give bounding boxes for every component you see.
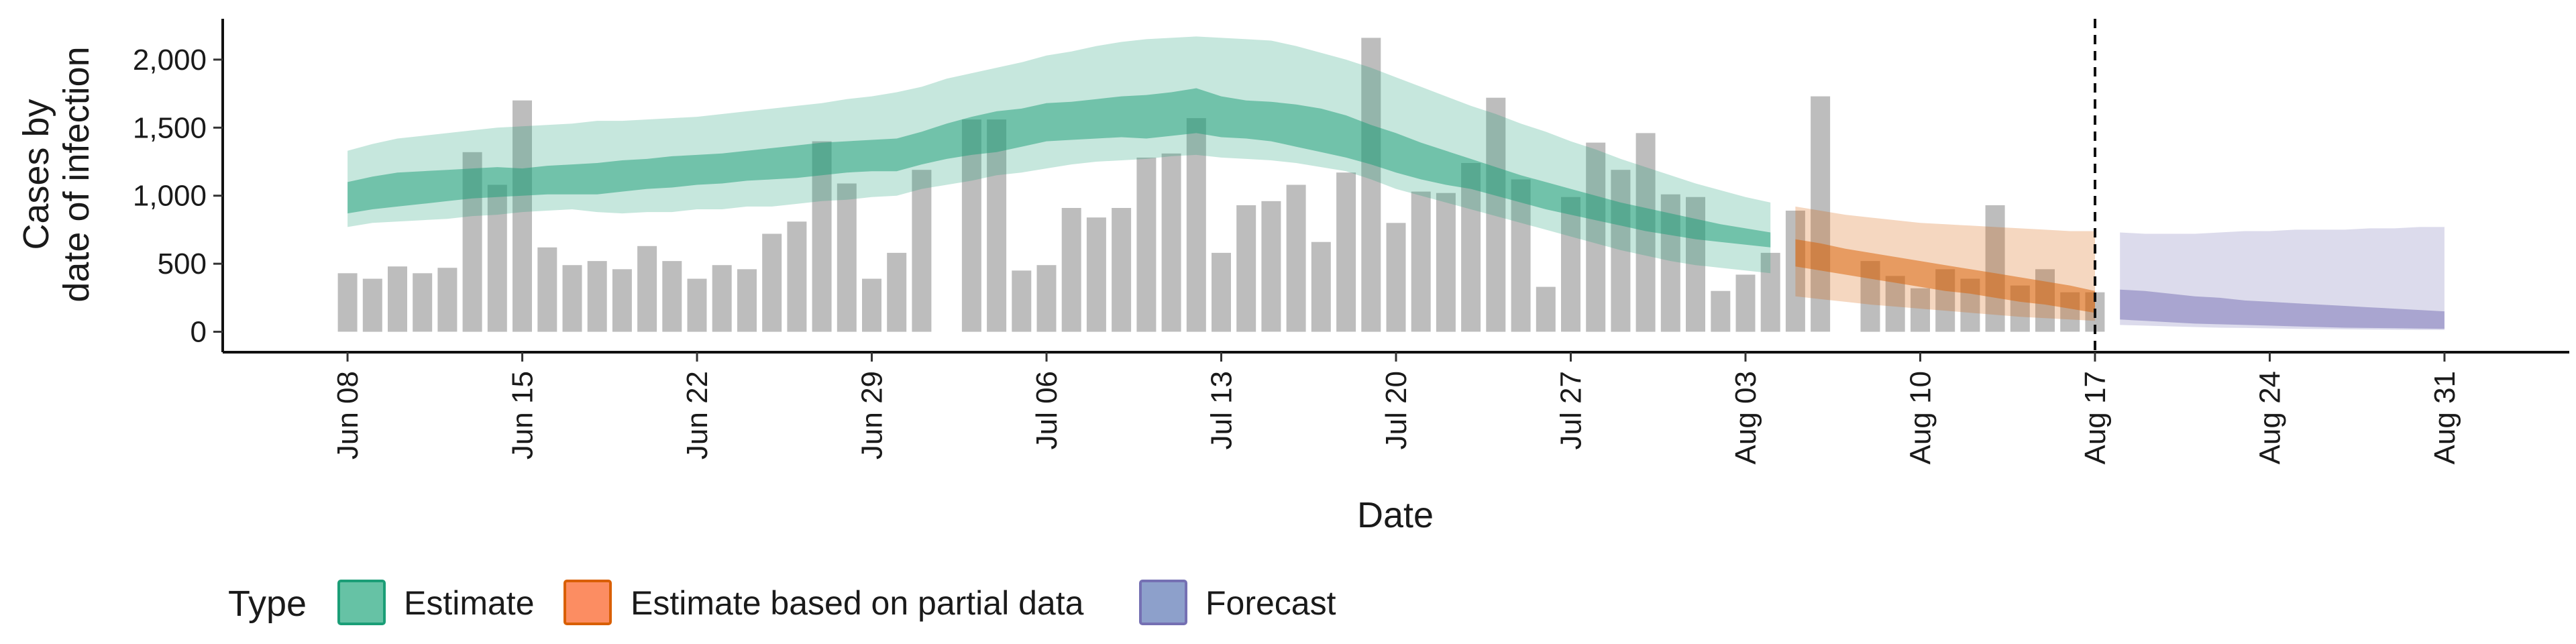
case-bar	[1161, 153, 1181, 332]
case-bar	[1086, 217, 1106, 332]
case-bar	[1785, 211, 1805, 332]
case-bar	[612, 269, 632, 332]
legend-label-partial: Estimate based on partial data	[631, 584, 1084, 622]
case-bar	[1112, 208, 1132, 332]
y-tick-label: 1,000	[133, 180, 207, 213]
case-bar	[737, 269, 757, 332]
case-bar	[1012, 270, 1032, 332]
case-bar	[1336, 172, 1356, 332]
x-tick-label: Jul 13	[1205, 371, 1238, 449]
case-bar	[1411, 191, 1431, 332]
forecast-ribbon-50	[2120, 289, 2445, 329]
case-bar	[337, 273, 358, 332]
x-tick-label: Jun 22	[681, 371, 714, 460]
case-bar	[1212, 252, 1231, 332]
case-bar	[1036, 265, 1057, 332]
case-bar	[513, 100, 532, 332]
y-tick-label: 500	[158, 248, 207, 280]
case-bar	[1236, 205, 1256, 332]
x-axis-title: Date	[1357, 495, 1434, 535]
y-axis-ticks: 0 500 1,000 1,500 2,000	[133, 44, 223, 349]
y-axis-title-line-2: date of infection	[56, 46, 97, 302]
case-bar	[1311, 241, 1331, 332]
case-bar	[1136, 157, 1157, 332]
reported-cases-bars	[337, 38, 2105, 332]
y-axis-title-line-1: Cases by	[16, 99, 56, 250]
estimate-ribbons	[347, 36, 2445, 330]
case-bar	[1760, 252, 1780, 332]
case-bar	[1461, 163, 1481, 332]
case-bar	[1286, 184, 1306, 332]
x-tick-label: Aug 31	[2428, 371, 2461, 464]
y-tick-label: 2,000	[133, 44, 207, 76]
case-bar	[687, 278, 707, 332]
case-bar	[1436, 193, 1456, 332]
case-bar	[912, 170, 932, 332]
x-tick-label: Aug 17	[2079, 371, 2112, 464]
case-bar	[1386, 223, 1406, 332]
case-bar	[762, 233, 782, 332]
case-bar	[1611, 170, 1631, 332]
case-bar	[1811, 96, 1831, 332]
case-bar	[987, 119, 1007, 332]
case-bar	[362, 278, 382, 332]
case-bar	[1486, 97, 1506, 332]
case-bar	[437, 268, 458, 332]
partial-estimate-ribbon-50	[1795, 239, 2095, 313]
estimate-ribbon-50	[347, 88, 1771, 248]
case-bar	[587, 261, 607, 332]
case-bar	[1711, 290, 1731, 332]
case-bar	[1536, 286, 1556, 332]
case-bar	[487, 184, 507, 332]
case-bar	[1361, 38, 1381, 332]
case-bar	[1061, 208, 1081, 332]
case-bar	[1561, 197, 1580, 332]
x-tick-label: Jul 06	[1030, 371, 1063, 449]
legend-key-forecast	[1139, 580, 1187, 625]
y-tick-label: 1,500	[133, 111, 207, 144]
case-bar	[787, 221, 807, 332]
x-axis-ticks: Jun 08 Jun 15 Jun 22 Jun 29 Jul 06 Jul 13 Jul …	[331, 352, 2461, 465]
case-bar	[712, 265, 732, 332]
legend-key-partial	[564, 580, 612, 625]
x-tick-label: Aug 03	[1729, 371, 1762, 464]
y-tick-label: 0	[191, 316, 207, 349]
case-bar	[1635, 133, 1656, 332]
case-bar	[413, 273, 433, 332]
x-tick-label: Jun 15	[506, 371, 539, 460]
case-bar	[1586, 142, 1606, 332]
case-bar	[1261, 201, 1281, 332]
legend-key-estimate	[337, 580, 386, 625]
case-bar	[1985, 205, 2005, 332]
x-tick-label: Jul 27	[1555, 371, 1588, 449]
x-tick-label: Aug 10	[1904, 371, 1937, 464]
case-bar	[637, 246, 657, 332]
x-tick-label: Jun 08	[331, 371, 364, 460]
case-bar	[1885, 276, 1905, 332]
x-tick-label: Jun 29	[856, 371, 889, 460]
estimate-ribbon-90	[347, 36, 1771, 274]
case-bar	[1511, 179, 1531, 332]
case-bar	[1735, 274, 1756, 332]
legend-label-forecast: Forecast	[1205, 584, 1336, 622]
case-bar	[862, 278, 881, 332]
x-tick-label: Jul 20	[1380, 371, 1413, 449]
case-bar	[837, 183, 857, 332]
legend-label-estimate: Estimate	[404, 584, 535, 622]
legend-title: Type	[228, 584, 307, 624]
case-bar	[662, 261, 682, 332]
case-bar	[887, 252, 907, 332]
legend: Type Estimate Estimate based on partial …	[228, 580, 1336, 625]
case-bar	[562, 265, 582, 332]
case-bar	[388, 266, 407, 332]
case-bar	[1186, 118, 1206, 332]
x-tick-label: Aug 24	[2253, 371, 2286, 464]
case-bar	[537, 247, 557, 332]
case-bar	[1911, 288, 1930, 332]
